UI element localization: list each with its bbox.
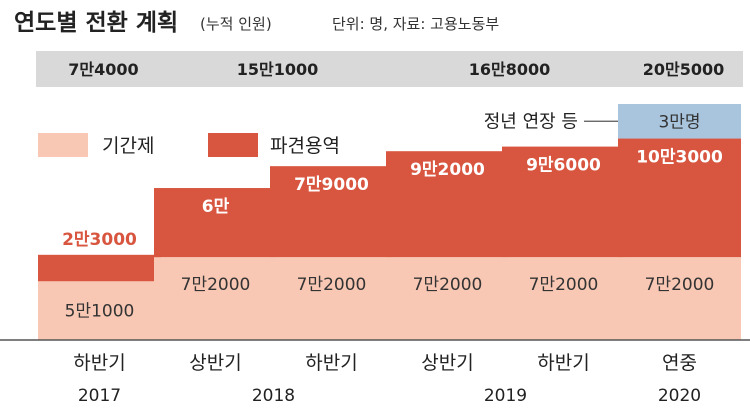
unit-source-note: 단위: 명, 자료: 고용노동부 <box>332 15 499 33</box>
data-label-dispatch-3: 7만9000 <box>294 175 369 195</box>
bar-4-dispatch <box>386 151 509 258</box>
year-label-2018: 2018 <box>252 386 295 406</box>
data-label-contract-2: 7만2000 <box>181 275 251 295</box>
x-tick-label-6: 연중 <box>662 352 697 374</box>
total-banner-label-1: 7만4000 <box>68 60 138 79</box>
bar-3-contract <box>270 257 393 340</box>
chart-header: 연도별 전환 계획 (누적 인원) 단위: 명, 자료: 고용노동부 <box>14 10 499 36</box>
legend-swatch-2 <box>208 133 258 157</box>
data-label-contract-3: 7만2000 <box>297 275 367 295</box>
total-banner-1 <box>36 51 173 87</box>
data-label-dispatch-1: 2만3000 <box>62 230 137 250</box>
bar-1-dispatch <box>38 254 161 282</box>
data-label-contract-5: 7만2000 <box>529 275 599 295</box>
bar-2-contract <box>154 257 277 340</box>
bar-4-contract <box>386 257 509 340</box>
x-axis: 하반기 상반기 하반기 상반기 하반기 연중 2017 2018 2019 2020 <box>0 339 750 406</box>
x-tick-label-3: 하반기 <box>305 352 357 374</box>
chart-subtitle: (누적 인원) <box>200 15 272 33</box>
data-label-dispatch-5: 9만6000 <box>526 156 601 176</box>
annotations: 정년 연장 등 <box>484 111 618 132</box>
bar-6-contract <box>618 257 741 340</box>
bar-5-dispatch <box>502 146 625 258</box>
bar-6-retirement-extension <box>618 104 741 139</box>
bar-6-dispatch <box>618 138 741 258</box>
cumulative-total-banners: 7만4000 15만1000 16만8000 20만5000 <box>36 51 743 87</box>
total-banner-label-3: 16만8000 <box>469 60 551 79</box>
bars: 5만1000 2만3000 7만2000 6만 7만2000 7만9000 7만2000 9만… <box>38 104 741 340</box>
total-banner-3 <box>386 51 637 87</box>
total-banner-4 <box>618 51 743 87</box>
legend-label-2: 파견용역 <box>270 135 340 157</box>
bar-3-dispatch <box>270 166 393 258</box>
x-tick-label-5: 하반기 <box>537 352 589 374</box>
year-label-2020: 2020 <box>658 386 701 406</box>
bar-2-dispatch <box>154 188 277 258</box>
x-tick-label-1: 하반기 <box>73 352 125 374</box>
chart-title: 연도별 전환 계획 <box>14 10 178 36</box>
total-banner-label-4: 20만5000 <box>643 60 725 79</box>
data-label-dispatch-2: 6만 <box>202 197 230 217</box>
legend: 기간제 파견용역 <box>38 133 340 157</box>
data-label-contract-1: 5만1000 <box>65 302 135 322</box>
year-label-2019: 2019 <box>484 386 527 406</box>
data-label-contract-6: 7만2000 <box>645 275 715 295</box>
bar-5-contract <box>502 257 625 340</box>
total-banner-2 <box>154 51 405 87</box>
data-label-contract-4: 7만2000 <box>413 275 483 295</box>
data-label-dispatch-6: 10만3000 <box>636 148 723 168</box>
data-label-dispatch-4: 9만2000 <box>410 160 485 180</box>
data-label-retirement-extension-6: 3만명 <box>658 112 700 132</box>
x-tick-label-2: 상반기 <box>189 352 241 374</box>
x-tick-label-4: 상반기 <box>421 352 473 374</box>
annotation-retirement-extension: 정년 연장 등 <box>484 111 578 132</box>
legend-label-1: 기간제 <box>102 135 154 157</box>
legend-swatch-1 <box>38 133 88 157</box>
bar-1-contract <box>38 281 161 340</box>
total-banner-label-2: 15만1000 <box>237 60 319 79</box>
year-label-2017: 2017 <box>78 386 121 406</box>
